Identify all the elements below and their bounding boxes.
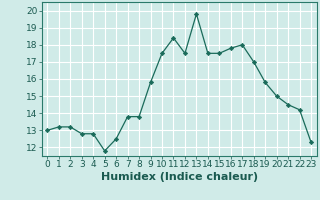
X-axis label: Humidex (Indice chaleur): Humidex (Indice chaleur) [100, 172, 258, 182]
